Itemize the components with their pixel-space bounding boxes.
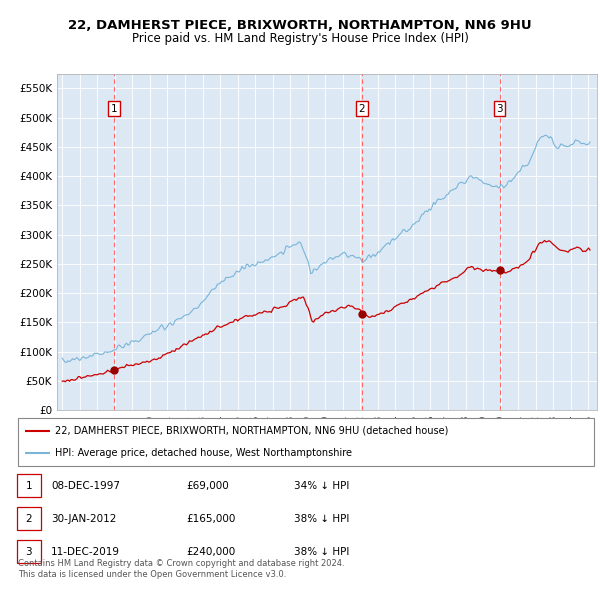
Text: £69,000: £69,000 [186,481,229,490]
Text: Price paid vs. HM Land Registry's House Price Index (HPI): Price paid vs. HM Land Registry's House … [131,32,469,45]
Text: HPI: Average price, detached house, West Northamptonshire: HPI: Average price, detached house, West… [55,448,352,458]
Text: 22, DAMHERST PIECE, BRIXWORTH, NORTHAMPTON, NN6 9HU (detached house): 22, DAMHERST PIECE, BRIXWORTH, NORTHAMPT… [55,426,449,436]
Text: 38% ↓ HPI: 38% ↓ HPI [294,547,349,556]
Text: This data is licensed under the Open Government Licence v3.0.: This data is licensed under the Open Gov… [18,571,286,579]
Text: 22, DAMHERST PIECE, BRIXWORTH, NORTHAMPTON, NN6 9HU: 22, DAMHERST PIECE, BRIXWORTH, NORTHAMPT… [68,19,532,32]
Text: Contains HM Land Registry data © Crown copyright and database right 2024.: Contains HM Land Registry data © Crown c… [18,559,344,568]
Text: £240,000: £240,000 [186,547,235,556]
Text: 3: 3 [496,104,503,114]
Text: £165,000: £165,000 [186,514,235,523]
Text: 38% ↓ HPI: 38% ↓ HPI [294,514,349,523]
Text: 2: 2 [25,514,32,523]
Text: 34% ↓ HPI: 34% ↓ HPI [294,481,349,490]
Text: 30-JAN-2012: 30-JAN-2012 [51,514,116,523]
Text: 2: 2 [358,104,365,114]
Text: 11-DEC-2019: 11-DEC-2019 [51,547,120,556]
Text: 3: 3 [25,547,32,556]
Text: 1: 1 [25,481,32,490]
Text: 08-DEC-1997: 08-DEC-1997 [51,481,120,490]
Text: 1: 1 [110,104,117,114]
FancyBboxPatch shape [18,418,594,466]
